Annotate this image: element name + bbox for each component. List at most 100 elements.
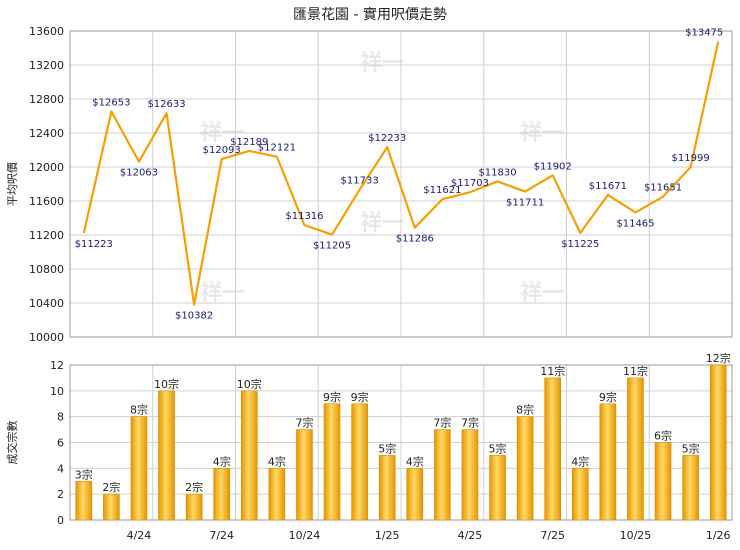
bar-data-label: 11宗 bbox=[623, 364, 648, 378]
watermark: 祥一 bbox=[360, 50, 404, 76]
bar bbox=[544, 377, 562, 521]
line-y-tick-label: 11200 bbox=[29, 229, 64, 242]
bar bbox=[213, 468, 231, 521]
line-plot-frame bbox=[69, 30, 733, 338]
bar bbox=[296, 429, 313, 521]
bar-x-tick-label: 7/25 bbox=[540, 529, 565, 542]
line-data-label: $11651 bbox=[644, 183, 682, 194]
bar bbox=[406, 468, 424, 521]
line-data-label: $11465 bbox=[616, 218, 654, 229]
line-data-label: $11830 bbox=[478, 167, 516, 178]
bar bbox=[158, 390, 175, 521]
line-data-label: $11671 bbox=[589, 181, 627, 192]
chart-title: 匯景花園 - 實用呎價走勢 bbox=[293, 7, 447, 23]
line-data-label: $13475 bbox=[685, 28, 723, 39]
bar bbox=[682, 455, 699, 521]
line-data-label: $11703 bbox=[451, 178, 489, 189]
bar-data-label: 5宗 bbox=[378, 441, 396, 455]
bar-x-tick-label: 1/26 bbox=[706, 529, 731, 542]
bar-data-label: 10宗 bbox=[237, 377, 262, 391]
bar-x-tick-label: 10/24 bbox=[289, 529, 321, 542]
line-y-tick-label: 11600 bbox=[29, 195, 64, 208]
line-data-label: $10382 bbox=[175, 311, 213, 322]
bar-data-label: 9宗 bbox=[323, 390, 341, 404]
line-y-tick-label: 12800 bbox=[29, 93, 64, 106]
bar-y-tick-label: 2 bbox=[57, 488, 64, 501]
bar bbox=[103, 493, 120, 521]
bar bbox=[130, 416, 148, 521]
line-data-label: $11223 bbox=[75, 239, 113, 250]
watermark: 祥一 bbox=[520, 280, 564, 306]
line-y-tick-label: 10000 bbox=[29, 331, 64, 344]
bar-data-label: 7宗 bbox=[433, 416, 451, 430]
bar-data-label: 12宗 bbox=[706, 351, 731, 365]
bar-y-tick-label: 4 bbox=[57, 462, 64, 475]
line-y-tick-label: 13600 bbox=[29, 25, 64, 38]
line-y-tick-label: 12000 bbox=[29, 161, 64, 174]
bar-data-label: 5宗 bbox=[682, 441, 700, 455]
bar bbox=[709, 364, 727, 521]
line-y-tick-label: 10800 bbox=[29, 263, 64, 276]
line-data-label: $12121 bbox=[258, 143, 296, 154]
bar-data-label: 4宗 bbox=[268, 454, 286, 468]
bar bbox=[599, 403, 617, 521]
line-data-label: $11999 bbox=[672, 153, 710, 164]
bar-data-label: 9宗 bbox=[351, 390, 369, 404]
line-data-label: $12633 bbox=[147, 99, 185, 110]
bar bbox=[185, 493, 203, 521]
bar-x-tick-label: 4/24 bbox=[127, 529, 152, 542]
bar bbox=[434, 429, 451, 521]
line-y-tick-label: 10400 bbox=[29, 297, 64, 310]
line-data-label: $11733 bbox=[341, 176, 379, 187]
line-data-label: $12093 bbox=[203, 145, 241, 156]
line-data-label: $11621 bbox=[423, 185, 461, 196]
bar-data-label: 7宗 bbox=[295, 416, 313, 430]
line-y-axis-label: 平均呎價 bbox=[5, 162, 19, 206]
bar bbox=[516, 416, 534, 521]
line-data-label: $12653 bbox=[92, 97, 130, 108]
line-data-label: $12063 bbox=[120, 168, 158, 179]
bar bbox=[489, 455, 506, 521]
bar bbox=[654, 442, 672, 521]
bar-y-tick-label: 8 bbox=[57, 411, 64, 424]
bar-data-label: 5宗 bbox=[489, 441, 507, 455]
bar-x-tick-label: 7/24 bbox=[209, 529, 234, 542]
bar-data-label: 2宗 bbox=[185, 480, 203, 494]
bar bbox=[627, 377, 644, 521]
bar-data-label: 2宗 bbox=[102, 480, 120, 494]
bar-data-label: 11宗 bbox=[540, 364, 565, 378]
bar-data-label: 3宗 bbox=[75, 467, 93, 481]
bar-data-label: 4宗 bbox=[406, 454, 424, 468]
line-y-tick-label: 13200 bbox=[29, 59, 64, 72]
bar-data-label: 6宗 bbox=[654, 429, 672, 443]
line-data-label: $11711 bbox=[506, 198, 544, 209]
bar-data-label: 7宗 bbox=[461, 416, 479, 430]
bar bbox=[268, 468, 286, 521]
bar-y-tick-label: 6 bbox=[57, 437, 64, 450]
bar-data-label: 4宗 bbox=[213, 454, 231, 468]
bar-x-tick-label: 10/25 bbox=[620, 529, 652, 542]
line-data-label: $11225 bbox=[561, 239, 599, 250]
bar bbox=[75, 480, 93, 521]
bar bbox=[378, 455, 396, 521]
watermark: 祥一 bbox=[360, 210, 404, 236]
line-data-label: $12233 bbox=[368, 133, 406, 144]
bar-data-label: 8宗 bbox=[130, 403, 148, 417]
bar-data-label: 8宗 bbox=[516, 403, 534, 417]
bar bbox=[461, 429, 479, 521]
bar-x-tick-label: 1/25 bbox=[375, 529, 400, 542]
bar-y-tick-label: 12 bbox=[50, 359, 64, 372]
line-data-label: $11286 bbox=[396, 234, 434, 245]
line-data-label: $11902 bbox=[534, 161, 572, 172]
bar-y-tick-label: 0 bbox=[57, 514, 64, 527]
line-data-label: $12189 bbox=[230, 137, 268, 148]
bar bbox=[240, 390, 258, 521]
bar-y-tick-label: 10 bbox=[50, 385, 64, 398]
bar-y-axis-label: 成交宗數 bbox=[5, 421, 19, 465]
bar bbox=[571, 468, 589, 521]
bar-data-label: 10宗 bbox=[154, 377, 179, 391]
line-series bbox=[82, 41, 720, 306]
bar bbox=[323, 403, 341, 521]
